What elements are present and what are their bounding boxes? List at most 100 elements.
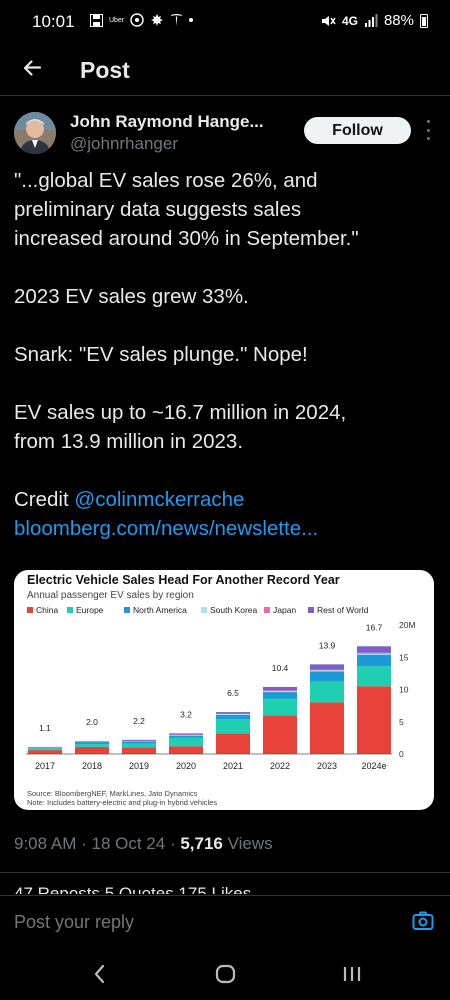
bar-total-label: 1.1	[39, 723, 51, 733]
bar-segment	[216, 714, 250, 715]
legend-label: South Korea	[210, 605, 258, 615]
bar-segment	[357, 654, 391, 667]
status-right-icons: 4G 88%	[320, 12, 428, 29]
nav-recents-icon[interactable]	[340, 963, 364, 985]
battery-icon	[420, 13, 428, 28]
save-icon	[90, 13, 103, 27]
y-tick-label: 20M	[399, 620, 416, 630]
maple-leaf-icon	[151, 14, 164, 26]
mention-link[interactable]: @colinmckerrache	[74, 488, 245, 511]
views-label: Views	[222, 834, 273, 853]
avatar[interactable]	[14, 112, 56, 154]
post-meta: 9:08 AM · 18 Oct 24 · 5,716 Views	[14, 834, 273, 854]
reply-input[interactable]	[14, 912, 246, 933]
bar-segment	[169, 733, 203, 735]
bar-total-label: 2.2	[133, 716, 145, 726]
x-tick-label: 2018	[82, 761, 102, 771]
x-tick-label: 2017	[35, 761, 55, 771]
views-count[interactable]: 5,716	[180, 834, 223, 853]
y-tick-label: 5	[399, 717, 404, 727]
author-name[interactable]: John Raymond Hange...	[70, 112, 264, 131]
chart-source: Source: BloombergNEF, MarkLines, Jato Dy…	[27, 789, 198, 798]
bar-segment	[169, 735, 203, 738]
tweet-line: from 13.9 million in 2023.	[14, 430, 244, 453]
legend-swatch	[124, 607, 130, 613]
camera-icon[interactable]	[412, 910, 434, 932]
tweet-line: EV sales up to ~16.7 million in 2024,	[14, 401, 347, 424]
legend-swatch	[201, 607, 207, 613]
post-time: 9:08 AM	[14, 834, 77, 853]
chart-image[interactable]: Electric Vehicle Sales Head For Another …	[14, 570, 434, 810]
bar-segment	[310, 669, 344, 671]
bar-total-label: 6.5	[227, 688, 239, 698]
bar-total-label: 3.2	[180, 709, 192, 719]
bar-segment	[263, 698, 297, 716]
bar-segment	[310, 670, 344, 672]
legend-label: North America	[133, 605, 187, 615]
meta-separator: ·	[165, 834, 181, 853]
tweet-line: preliminary data suggests sales	[14, 198, 302, 221]
legend-swatch	[264, 607, 270, 613]
bar-segment	[216, 714, 250, 720]
bar-total-label: 2.0	[86, 717, 98, 727]
bar-segment	[216, 733, 250, 754]
nav-back-icon[interactable]	[88, 963, 112, 985]
chart-title: Electric Vehicle Sales Head For Another …	[27, 573, 340, 587]
x-tick-label: 2021	[223, 761, 243, 771]
legend-swatch	[67, 607, 73, 613]
bar-total-label: 13.9	[319, 640, 336, 650]
bar-segment	[122, 741, 156, 744]
bar-segment	[28, 748, 62, 751]
bar-segment	[357, 653, 391, 655]
bar-total-label: 16.7	[366, 622, 383, 632]
follow-button[interactable]: Follow	[304, 117, 411, 144]
status-left-icons: Uber	[90, 13, 194, 27]
legend-swatch	[27, 607, 33, 613]
legend-label: China	[36, 605, 58, 615]
signal-icon	[364, 14, 378, 27]
bar-segment	[263, 692, 297, 699]
bar-segment	[28, 750, 62, 754]
page-title: Post	[80, 57, 130, 83]
bar-segment	[28, 747, 62, 749]
nav-home-icon[interactable]	[214, 963, 238, 985]
article-link[interactable]: bloomberg.com/news/newslette...	[14, 517, 319, 540]
tweet-text: "...global EV sales rose 26%, and prelim…	[14, 166, 434, 543]
bar-segment	[169, 737, 203, 747]
bar-segment	[357, 666, 391, 687]
more-options-icon[interactable]	[424, 120, 432, 140]
bar-segment	[310, 664, 344, 670]
bar-segment	[75, 746, 109, 754]
bar-segment	[263, 715, 297, 754]
top-app-bar: Post	[0, 44, 450, 96]
system-nav-bar	[0, 947, 450, 1000]
bar-segment	[310, 671, 344, 682]
network-label: 4G	[341, 13, 358, 28]
dot-icon	[189, 18, 194, 22]
engagement-stats[interactable]: 47 Reposts 5 Quotes 175 Likes	[14, 882, 314, 894]
bar-segment	[169, 734, 203, 736]
mute-icon	[321, 15, 336, 26]
author-handle[interactable]: @johnrhanger	[70, 134, 178, 153]
legend-label: Europe	[76, 605, 104, 615]
bar-total-label: 10.4	[272, 663, 289, 673]
status-bar: 10:01 Uber 4G 88%	[0, 0, 450, 44]
post-date: 18 Oct 24	[91, 834, 166, 853]
bar-segment	[122, 747, 156, 754]
meta-separator: ·	[76, 834, 92, 853]
bar-segment	[122, 739, 156, 741]
back-arrow-icon[interactable]	[20, 56, 44, 80]
x-tick-label: 2023	[317, 761, 337, 771]
x-tick-label: 2020	[176, 761, 196, 771]
credit-label: Credit	[14, 488, 75, 511]
legend-label: Rest of World	[317, 605, 369, 615]
y-tick-label: 15	[399, 652, 409, 662]
bar-segment	[310, 681, 344, 703]
legend-swatch	[308, 607, 314, 613]
reply-bar	[0, 895, 450, 947]
bar-segment	[75, 742, 109, 745]
bar-segment	[122, 743, 156, 748]
tesla-icon	[171, 14, 183, 26]
bar-segment	[216, 719, 250, 734]
bar-segment	[357, 646, 391, 653]
